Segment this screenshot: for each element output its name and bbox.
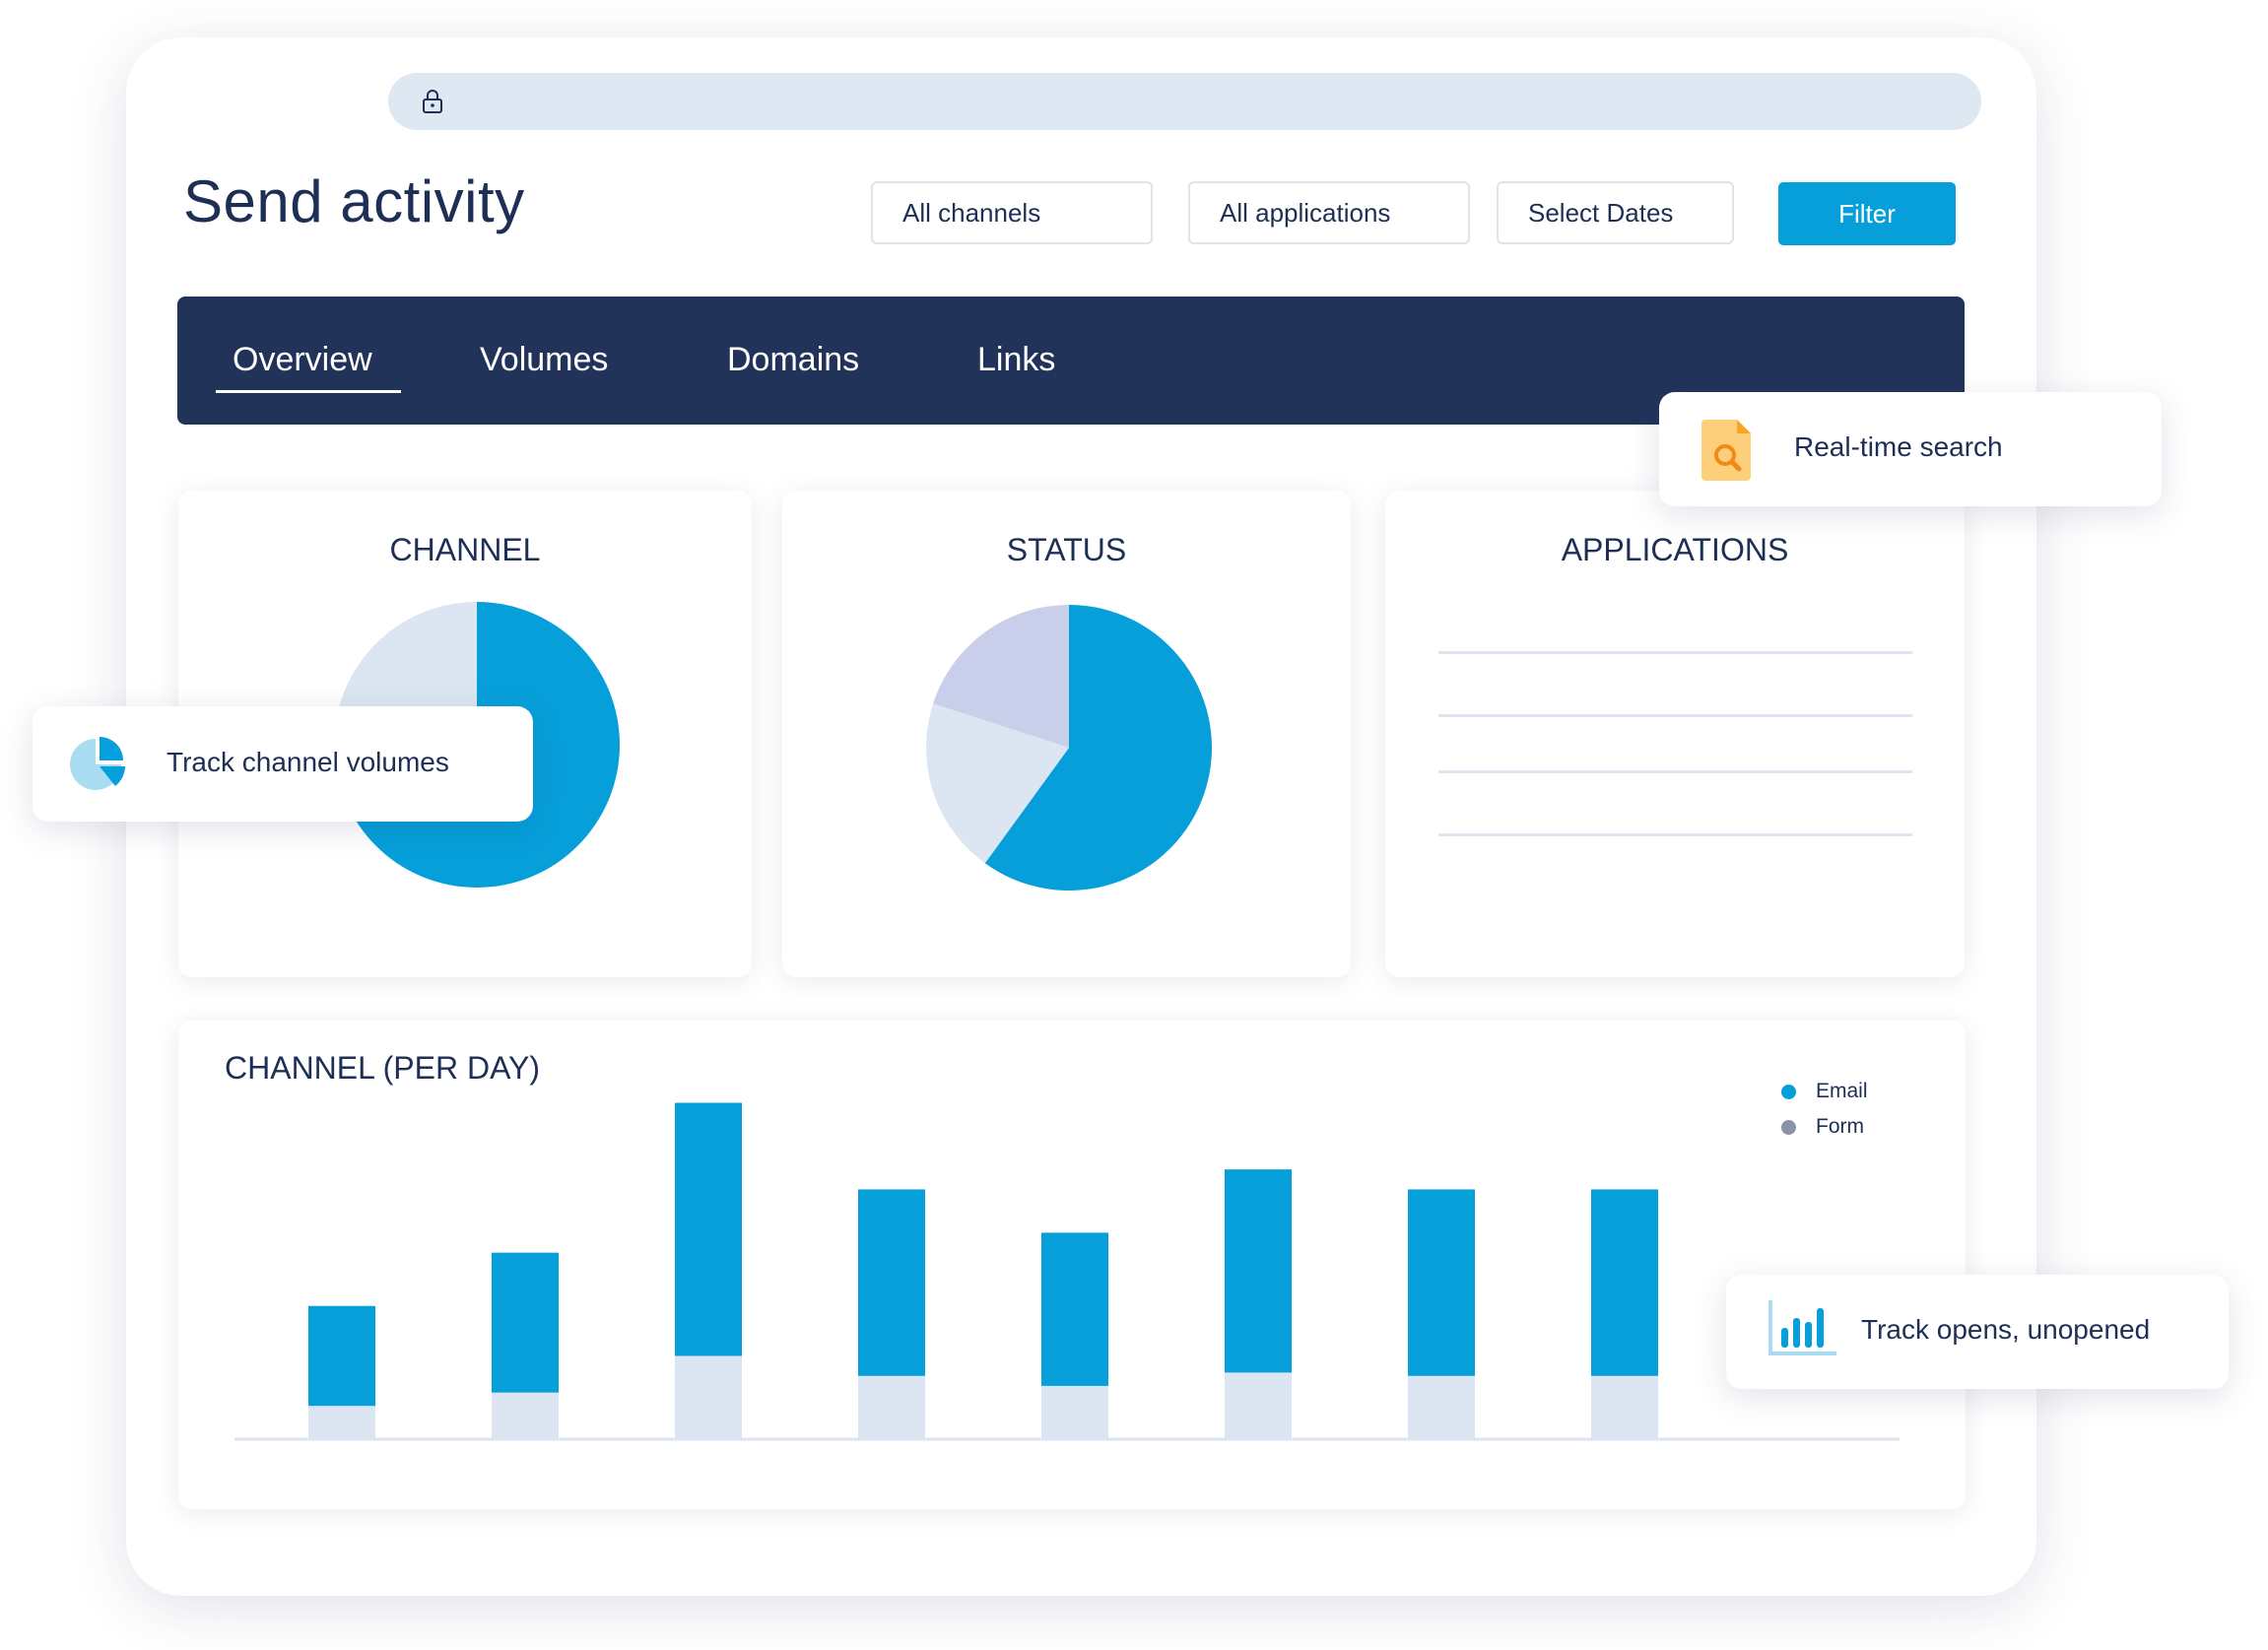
channels-select[interactable]: All channels [871,181,1153,244]
bar-email-5 [1041,1232,1108,1386]
bar-email-7 [1408,1189,1475,1376]
lock-icon [422,89,443,119]
real-time-search-label: Real-time search [1794,431,2003,462]
bar-form-7 [1408,1375,1475,1439]
bar-email-6 [1225,1169,1292,1373]
address-bar[interactable] [388,73,1981,130]
applications-card: APPLICATIONS [1385,491,1965,977]
bar-form-6 [1225,1372,1292,1439]
applications-placeholder-line [1438,770,1912,773]
real-time-search-callout: Real-time search [1659,392,2162,506]
applications-placeholder-line [1438,651,1912,654]
bar-email-8 [1591,1189,1658,1376]
legend-dot-form [1781,1119,1796,1135]
bar-chart-icon [1768,1298,1838,1364]
bar-form-5 [1041,1385,1108,1439]
track-channel-volumes-callout: Track channel volumes [33,706,533,822]
status-pie-slice-3 [933,605,1069,748]
legend-item-form: Form [1781,1115,1864,1139]
tab-links[interactable]: Links [977,341,1056,378]
tab-volumes[interactable]: Volumes [480,341,609,378]
bar-form-2 [492,1392,559,1439]
bar-email-1 [308,1305,375,1407]
applications-placeholder-line [1438,714,1912,717]
channel-per-day-title: CHANNEL (PER DAY) [225,1050,541,1086]
dates-select-value: Select Dates [1528,197,1674,228]
legend-label-email: Email [1816,1080,1868,1102]
tab-overview[interactable]: Overview [233,341,372,378]
bar-form-8 [1591,1375,1658,1439]
bar-email-3 [675,1102,742,1356]
filter-button[interactable]: Filter [1778,182,1956,245]
page-title: Send activity [183,168,525,234]
bar-form-4 [858,1375,925,1439]
channels-select-value: All channels [902,197,1041,228]
track-channel-volumes-label: Track channel volumes [167,747,449,777]
search-document-icon [1701,416,1755,488]
status-card-title: STATUS [1006,532,1127,567]
status-pie-slice-2 [926,703,1069,864]
bar-email-4 [858,1189,925,1376]
applications-select-value: All applications [1220,197,1391,228]
applications-card-title: APPLICATIONS [1561,532,1789,567]
track-opens-callout: Track opens, unopened [1726,1275,2229,1389]
active-tab-indicator [216,390,401,393]
filter-button-label: Filter [1838,198,1896,229]
bar-email-2 [492,1252,559,1393]
dates-select[interactable]: Select Dates [1497,181,1734,244]
tab-domains[interactable]: Domains [727,341,860,378]
legend-label-form: Form [1816,1115,1864,1138]
pie-chart-icon [68,737,127,797]
status-pie-slice-1 [984,605,1212,891]
channel-card-title: CHANNEL [389,532,541,567]
bar-form-3 [675,1355,742,1439]
track-opens-label: Track opens, unopened [1861,1314,2151,1345]
bar-form-1 [308,1406,375,1439]
legend-item-email: Email [1781,1080,1868,1103]
applications-placeholder-line [1438,833,1912,836]
applications-select[interactable]: All applications [1188,181,1470,244]
legend-dot-email [1781,1084,1796,1099]
